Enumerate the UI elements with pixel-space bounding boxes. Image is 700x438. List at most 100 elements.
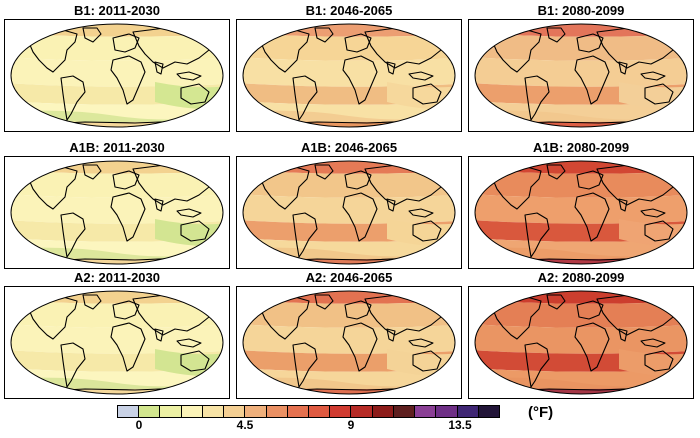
world-map <box>242 290 456 395</box>
map-panel-b1-2046-2065: B1: 2046-2065 <box>236 3 462 132</box>
temperature-colorbar <box>117 405 500 418</box>
warming-band-tropics <box>11 57 223 87</box>
coastline-africa <box>574 55 610 105</box>
map-frame <box>236 156 462 269</box>
warming-band-top <box>475 23 687 37</box>
coastline-australia <box>644 83 674 105</box>
colorbar-tick-label: 9 <box>347 418 355 432</box>
coastline-australia <box>644 350 674 372</box>
coastline-south-america <box>524 342 550 388</box>
map-outline <box>242 23 456 128</box>
coastline-australia <box>412 220 442 242</box>
map-panel-a1b-2046-2065: A1B: 2046-2065 <box>236 140 462 269</box>
coastline-africa <box>574 322 610 372</box>
warming-band-top <box>475 160 687 174</box>
warming-band-north <box>11 170 223 198</box>
coastline-europe <box>112 300 140 320</box>
map-outline <box>10 290 224 395</box>
coastline-india <box>618 198 628 212</box>
coastline-indonesia <box>408 338 434 348</box>
map-frame <box>4 156 230 269</box>
coastline-africa <box>574 192 610 242</box>
colorbar-tick-label: 13.5 <box>448 418 472 432</box>
coastline-greenland <box>314 27 334 43</box>
colorbar-swatch <box>372 406 394 417</box>
map-outline <box>242 160 456 265</box>
warming-band-north <box>11 33 223 61</box>
coastline-greenland <box>546 294 566 310</box>
map-outline <box>474 160 688 265</box>
coastline-greenland <box>546 164 566 180</box>
coastline-australia <box>412 83 442 105</box>
colorbar-swatch <box>415 406 437 417</box>
coastline-australia <box>644 220 674 242</box>
coastline-south-america <box>60 342 86 388</box>
panel-title: A1B: 2046-2065 <box>300 140 398 155</box>
map-outline <box>474 290 688 395</box>
map-frame <box>468 286 694 399</box>
warming-band-top <box>243 23 455 37</box>
world-map <box>474 23 688 128</box>
colorbar-swatch <box>224 406 246 417</box>
world-map <box>242 160 456 265</box>
coastline-greenland <box>82 294 102 310</box>
coastline-greenland <box>314 294 334 310</box>
coastline-indonesia <box>176 338 202 348</box>
coastline-europe <box>576 300 604 320</box>
warming-band-north <box>243 33 455 61</box>
panel-title: A1B: 2011-2030 <box>69 140 165 155</box>
map-frame <box>468 19 694 132</box>
warming-band-north <box>243 300 455 328</box>
coastline-south-america <box>524 212 550 258</box>
colorbar-swatch <box>457 406 479 417</box>
colorbar-tick-label: 0 <box>135 418 143 432</box>
coastline-greenland <box>314 164 334 180</box>
colorbar-swatch <box>308 406 331 417</box>
coastline-india <box>154 198 164 212</box>
coastline-india <box>154 61 164 75</box>
warming-band-north <box>11 300 223 328</box>
map-frame <box>236 286 462 399</box>
colorbar-swatch <box>436 406 458 417</box>
map-frame <box>468 156 694 269</box>
colorbar-swatch <box>266 406 288 417</box>
coastline-south-america <box>60 75 86 121</box>
warming-band-north <box>475 33 687 61</box>
colorbar-swatch <box>245 406 267 417</box>
warming-band-top <box>243 160 455 174</box>
panel-title: A1B: 2080-2099 <box>532 140 630 155</box>
map-outline <box>242 290 456 395</box>
map-panel-a1b-2080-2099: A1B: 2080-2099 <box>468 140 694 269</box>
warming-band-tropics <box>475 57 687 87</box>
coastline-south-america <box>60 212 86 258</box>
map-panel-a2-2080-2099: A2: 2080-2099 <box>468 270 694 399</box>
colorbar-swatch <box>181 406 203 417</box>
coastline-europe <box>112 33 140 53</box>
coastline-india <box>386 328 396 342</box>
coastline-indonesia <box>176 208 202 218</box>
coastline-europe <box>344 33 372 53</box>
coastline-africa <box>110 192 146 242</box>
coastline-south-america <box>292 75 318 121</box>
warming-band-tropics <box>475 324 687 354</box>
coastline-australia <box>180 350 210 372</box>
world-map <box>242 23 456 128</box>
coastline-greenland <box>82 164 102 180</box>
world-map <box>474 160 688 265</box>
coastline-africa <box>110 55 146 105</box>
map-frame <box>4 19 230 132</box>
coastline-australia <box>180 83 210 105</box>
warming-band-tropics <box>475 194 687 224</box>
coastline-europe <box>344 300 372 320</box>
colorbar-swatch <box>160 406 182 417</box>
coastline-indonesia <box>176 71 202 81</box>
coastline-indonesia <box>640 208 666 218</box>
warming-band-tropics <box>243 194 455 224</box>
coastline-africa <box>342 192 378 242</box>
world-map <box>10 160 224 265</box>
warming-band-top <box>11 160 223 174</box>
coastline-europe <box>576 170 604 190</box>
coastline-indonesia <box>640 71 666 81</box>
colorbar-swatch <box>478 406 499 417</box>
panel-title: B1: 2011-2030 <box>73 3 160 18</box>
